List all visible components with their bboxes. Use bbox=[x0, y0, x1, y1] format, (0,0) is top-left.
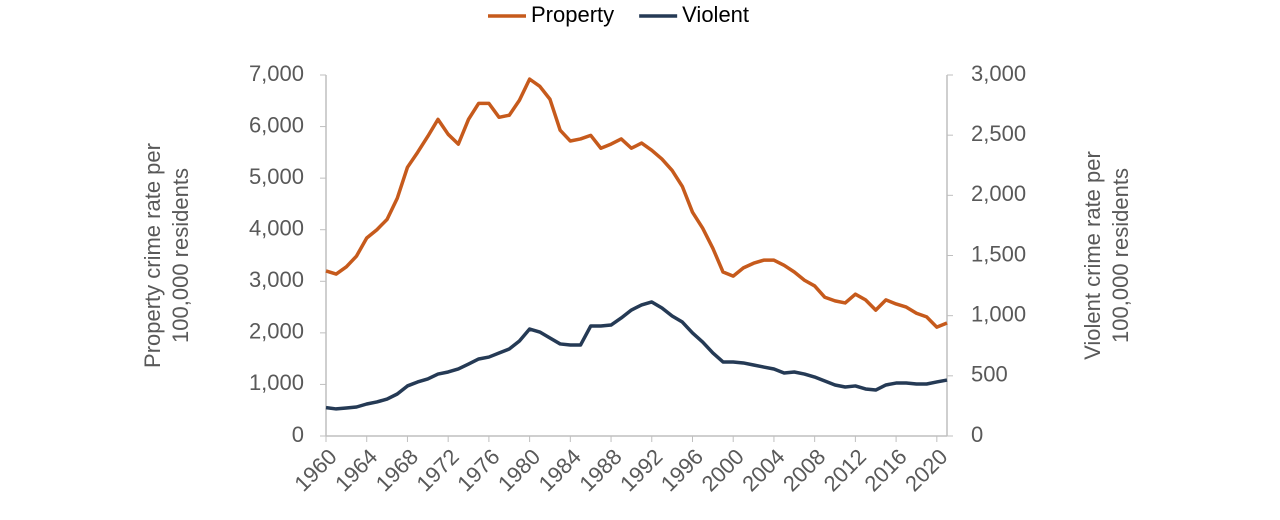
y2-axis-title-line: 100,000 residents bbox=[1108, 168, 1133, 343]
x-tick-label: 1972 bbox=[412, 444, 464, 496]
x-tick-label: 1984 bbox=[534, 444, 586, 496]
y2-tick-label: 2,500 bbox=[971, 121, 1026, 146]
y2-tick-label: 1,500 bbox=[971, 241, 1026, 266]
y2-axis-title: Violent crime rate per 100,000 residents bbox=[1080, 151, 1133, 360]
x-tick-label: 1988 bbox=[574, 444, 626, 496]
y2-axis-title-line: Violent crime rate per bbox=[1080, 151, 1105, 360]
y-tick-label: 2,000 bbox=[249, 319, 304, 344]
y-tick-label: 5,000 bbox=[249, 164, 304, 189]
x-tick-label: 1960 bbox=[289, 444, 341, 496]
x-tick-label: 1968 bbox=[371, 444, 423, 496]
x-tick-label: 2000 bbox=[697, 444, 749, 496]
y2-tick-label: 500 bbox=[971, 362, 1008, 387]
y-axis-title-line: 100,000 residents bbox=[168, 168, 193, 343]
y-tick-label: 6,000 bbox=[249, 112, 304, 137]
x-tick-label: 1980 bbox=[493, 444, 545, 496]
y2-tick-label: 3,000 bbox=[971, 61, 1026, 86]
x-tick-label: 2012 bbox=[819, 444, 871, 496]
x-tick-label: 2004 bbox=[737, 444, 789, 496]
x-tick-label: 1996 bbox=[656, 444, 708, 496]
y2-tick-label: 0 bbox=[971, 422, 983, 447]
legend-label: Property bbox=[531, 2, 614, 27]
x-tick-label: 1964 bbox=[330, 444, 382, 496]
y-tick-label: 1,000 bbox=[249, 370, 304, 395]
y-axis-title: Property crime rate per 100,000 residents bbox=[140, 143, 193, 368]
x-tick-label: 2020 bbox=[900, 444, 952, 496]
series-line bbox=[325, 300, 948, 411]
series-line bbox=[325, 77, 948, 329]
y-tick-label: 4,000 bbox=[249, 216, 304, 241]
legend-label: Violent bbox=[682, 2, 749, 27]
x-tick-label: 1992 bbox=[615, 444, 667, 496]
y-tick-label: 3,000 bbox=[249, 267, 304, 292]
y2-tick-label: 2,000 bbox=[971, 181, 1026, 206]
y2-tick-label: 1,000 bbox=[971, 301, 1026, 326]
y-tick-label: 7,000 bbox=[249, 61, 304, 86]
x-tick-label: 1976 bbox=[452, 444, 504, 496]
x-tick-label: 2016 bbox=[859, 444, 911, 496]
y-tick-label: 0 bbox=[292, 422, 304, 447]
x-tick-label: 2008 bbox=[778, 444, 830, 496]
y-axis-title-line: Property crime rate per bbox=[140, 143, 165, 368]
